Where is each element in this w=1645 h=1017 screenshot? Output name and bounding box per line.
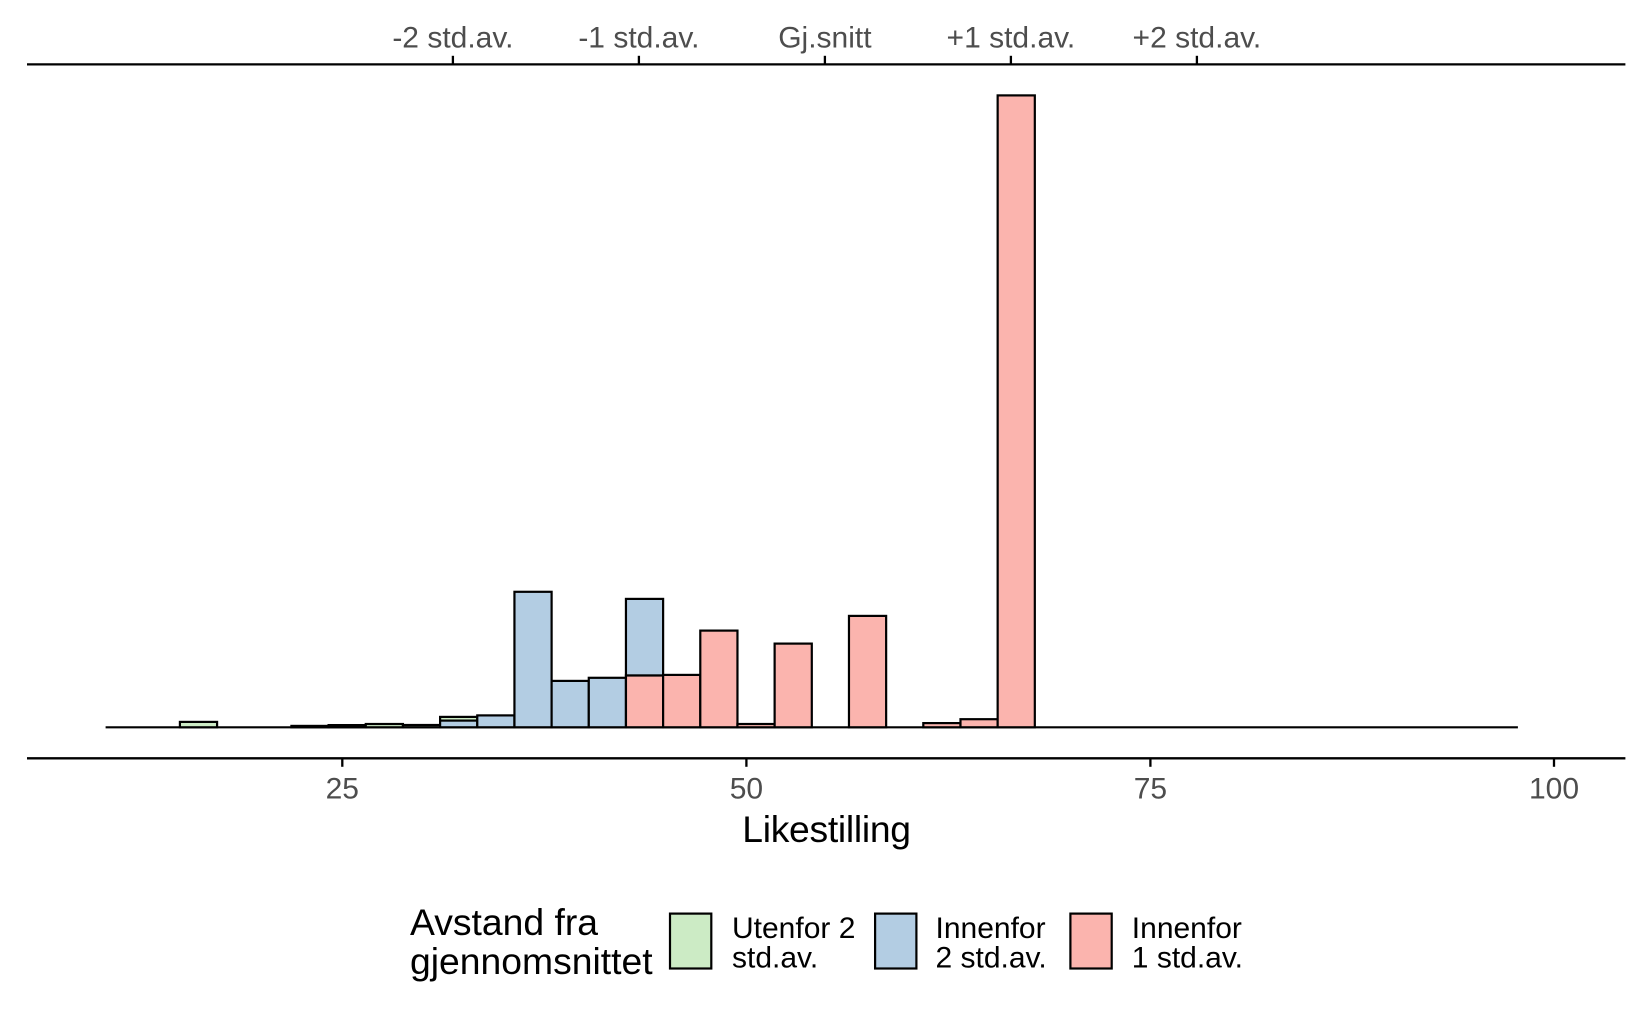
svg-text:Utenfor 2: Utenfor 2 — [732, 912, 855, 945]
svg-text:gjennomsnittet: gjennomsnittet — [410, 940, 653, 982]
svg-text:1 std.av.: 1 std.av. — [1132, 942, 1243, 975]
svg-text:25: 25 — [326, 772, 359, 805]
svg-text:-1 std.av.: -1 std.av. — [578, 21, 699, 54]
svg-text:2 std.av.: 2 std.av. — [936, 942, 1047, 975]
svg-text:Innenfor: Innenfor — [936, 912, 1046, 945]
svg-text:Likestilling: Likestilling — [742, 808, 910, 850]
svg-text:100: 100 — [1529, 772, 1579, 805]
svg-text:Gj.snitt: Gj.snitt — [778, 21, 872, 54]
svg-text:Innenfor: Innenfor — [1132, 912, 1242, 945]
svg-text:+2 std.av.: +2 std.av. — [1133, 21, 1262, 54]
svg-text:50: 50 — [730, 772, 763, 805]
svg-text:std.av.: std.av. — [732, 942, 818, 975]
svg-text:Avstand fra: Avstand fra — [410, 901, 598, 943]
svg-text:+1 std.av.: +1 std.av. — [947, 21, 1076, 54]
svg-text:-2 std.av.: -2 std.av. — [392, 21, 513, 54]
svg-text:75: 75 — [1134, 772, 1167, 805]
